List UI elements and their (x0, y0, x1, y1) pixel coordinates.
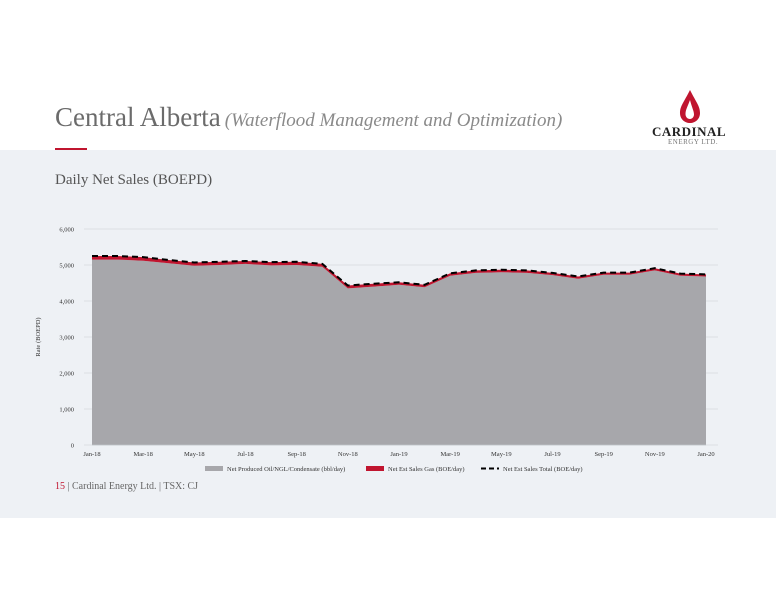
flame-drop-icon (680, 90, 700, 123)
x-tick-label: Jul-18 (237, 451, 253, 458)
y-tick-label: 0 (71, 443, 74, 450)
x-tick-label: Jan-18 (83, 451, 100, 458)
y-tick-label: 1,000 (59, 407, 74, 414)
page-subtitle: (Waterflood Management and Optimization) (224, 110, 563, 131)
x-tick-label: Nov-18 (338, 451, 358, 458)
y-tick-label: 4,000 (59, 299, 74, 306)
y-tick-label: 2,000 (59, 371, 74, 378)
y-axis-title: Rate (BOEPD) (35, 317, 42, 356)
chart-title: Daily Net Sales (BOEPD) (55, 172, 213, 188)
y-tick-label: 3,000 (59, 335, 74, 342)
logo-subtext: ENERGY LTD. (668, 138, 719, 146)
x-tick-label: Jan-20 (697, 451, 714, 458)
legend-entry: Net Est Sales Total (BOE/day) (503, 466, 583, 473)
y-tick-label: 5,000 (59, 263, 74, 270)
page-number: 15 (55, 481, 65, 492)
page-title: Central Alberta (Waterflood Management an… (55, 102, 563, 132)
logo-wordmark: CARDINAL (652, 124, 727, 139)
slide-header-band (0, 80, 776, 150)
total-dashed-line-series (92, 255, 707, 287)
x-tick-label: Sep-19 (594, 451, 612, 458)
legend-entry: Net Produced Oil/NGL/Condensate (bbl/day… (227, 466, 345, 473)
x-tick-label: Mar-18 (133, 451, 152, 458)
oil-area-series (92, 259, 706, 445)
x-tick-label: Sep-18 (287, 451, 305, 458)
x-tick-label: Mar-19 (440, 451, 459, 458)
legend-entry: Net Est Sales Gas (BOE/day) (388, 466, 465, 473)
x-tick-label: May-18 (184, 451, 205, 458)
footer-text: | Cardinal Energy Ltd. | TSX: CJ (67, 481, 199, 492)
legend-swatch-oil (205, 466, 223, 471)
footer: 15 | Cardinal Energy Ltd. | TSX: CJ (55, 481, 198, 492)
x-tick-label: Nov-19 (645, 451, 665, 458)
x-tick-label: May-19 (491, 451, 512, 458)
x-tick-label: Jan-19 (390, 451, 407, 458)
y-tick-label: 6,000 (59, 227, 74, 234)
x-tick-label: Jul-19 (544, 451, 560, 458)
legend-swatch-gas (366, 466, 384, 471)
